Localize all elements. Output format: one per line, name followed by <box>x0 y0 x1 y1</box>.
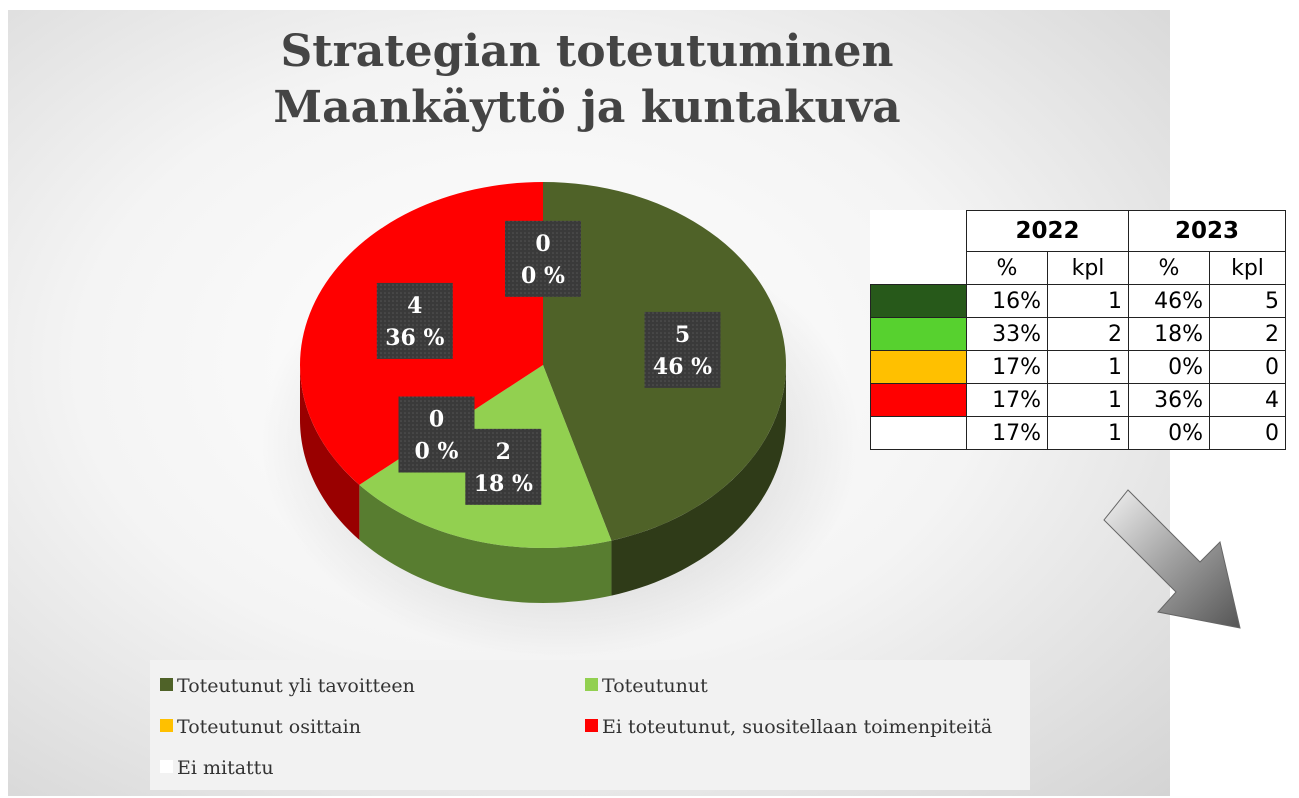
table-cell: 0% <box>1128 350 1210 384</box>
table-cell: 36% <box>1128 383 1210 417</box>
table-cell: kpl <box>1209 251 1286 285</box>
table-cell: 2 <box>1047 317 1129 351</box>
data-label-box <box>644 311 721 388</box>
data-label: 0 % <box>521 263 565 289</box>
data-label-box <box>398 396 475 473</box>
table-cell: 0 <box>1209 416 1286 450</box>
data-label: 4 <box>407 293 422 319</box>
data-label-box <box>504 220 581 297</box>
table-cell: 18% <box>1128 317 1210 351</box>
color-swatch <box>870 416 967 450</box>
table-cell: kpl <box>1047 251 1129 285</box>
summary-table: 2022 2023% kpl% kpl 16% 1 46% 5 33% 2 18% 2 17% 1 0% 0 1… <box>870 210 1286 450</box>
table-cell: 1 <box>1047 284 1129 318</box>
arrow-icon <box>1103 489 1241 629</box>
chart-subtitle: Maankäyttö ja kuntakuva <box>273 82 900 133</box>
chart-title: Strategian toteutuminen <box>281 26 894 77</box>
legend-label: Toteutunut <box>602 675 708 697</box>
slice-side <box>300 365 360 540</box>
color-swatch <box>870 350 967 384</box>
table-cell: 17% <box>966 350 1048 384</box>
legend-swatch <box>585 719 598 732</box>
table-cell: 0% <box>1128 416 1210 450</box>
table-cell: 2023 <box>1128 210 1286 252</box>
slice-side <box>359 484 612 603</box>
legend-label: Ei toteutunut, suositellaan toimenpiteit… <box>602 716 992 738</box>
table-cell: 2022 <box>966 210 1129 252</box>
table-cell: 17% <box>966 416 1048 450</box>
data-label: 18 % <box>474 471 533 497</box>
data-label: 2 <box>496 439 511 465</box>
legend-label: Toteutunut yli tavoitteen <box>177 675 415 697</box>
color-swatch <box>870 383 967 417</box>
table-row: 16% 1 46% 5 <box>870 284 1286 318</box>
table-cell: % <box>966 251 1048 285</box>
table-cell: 33% <box>966 317 1048 351</box>
data-label: 0 <box>535 231 550 257</box>
table-cell: 1 <box>1047 350 1129 384</box>
legend-swatch <box>160 678 173 691</box>
table-cell: 1 <box>1047 383 1129 417</box>
data-label-box <box>376 282 453 359</box>
legend-label: Toteutunut osittain <box>177 716 361 738</box>
table-cell <box>871 252 967 285</box>
legend-swatch <box>585 678 598 691</box>
color-swatch <box>870 317 967 351</box>
table-cell: 1 <box>1047 416 1129 450</box>
table-cell: % <box>1128 251 1210 285</box>
color-swatch <box>870 284 967 318</box>
table-cell: 46% <box>1128 284 1210 318</box>
table-row: 17% 1 36% 4 <box>870 383 1286 417</box>
table-cell: 4 <box>1209 383 1286 417</box>
data-label-box <box>465 428 542 505</box>
legend-swatch <box>160 719 173 732</box>
table-cell <box>871 211 967 252</box>
legend-swatch <box>160 760 173 773</box>
table-cell: 16% <box>966 284 1048 318</box>
table-cell: 2 <box>1209 317 1286 351</box>
legend-label: Ei mitattu <box>177 757 274 779</box>
table-row: 17% 1 0% 0 <box>870 416 1286 450</box>
table-cell: 0 <box>1209 350 1286 384</box>
table-cell: 17% <box>966 383 1048 417</box>
slice-side <box>611 365 786 596</box>
table-row: 33% 2 18% 2 <box>870 317 1286 351</box>
data-label: 0 <box>429 407 444 433</box>
data-label: 46 % <box>653 354 712 380</box>
table-row: 2022 2023 <box>871 210 1286 252</box>
table-row: 17% 1 0% 0 <box>870 350 1286 384</box>
data-label: 36 % <box>385 325 444 351</box>
data-label: 0 % <box>415 439 459 465</box>
table-cell: 5 <box>1209 284 1286 318</box>
data-label: 5 <box>675 322 690 348</box>
table-row: % kpl% kpl <box>871 251 1286 285</box>
